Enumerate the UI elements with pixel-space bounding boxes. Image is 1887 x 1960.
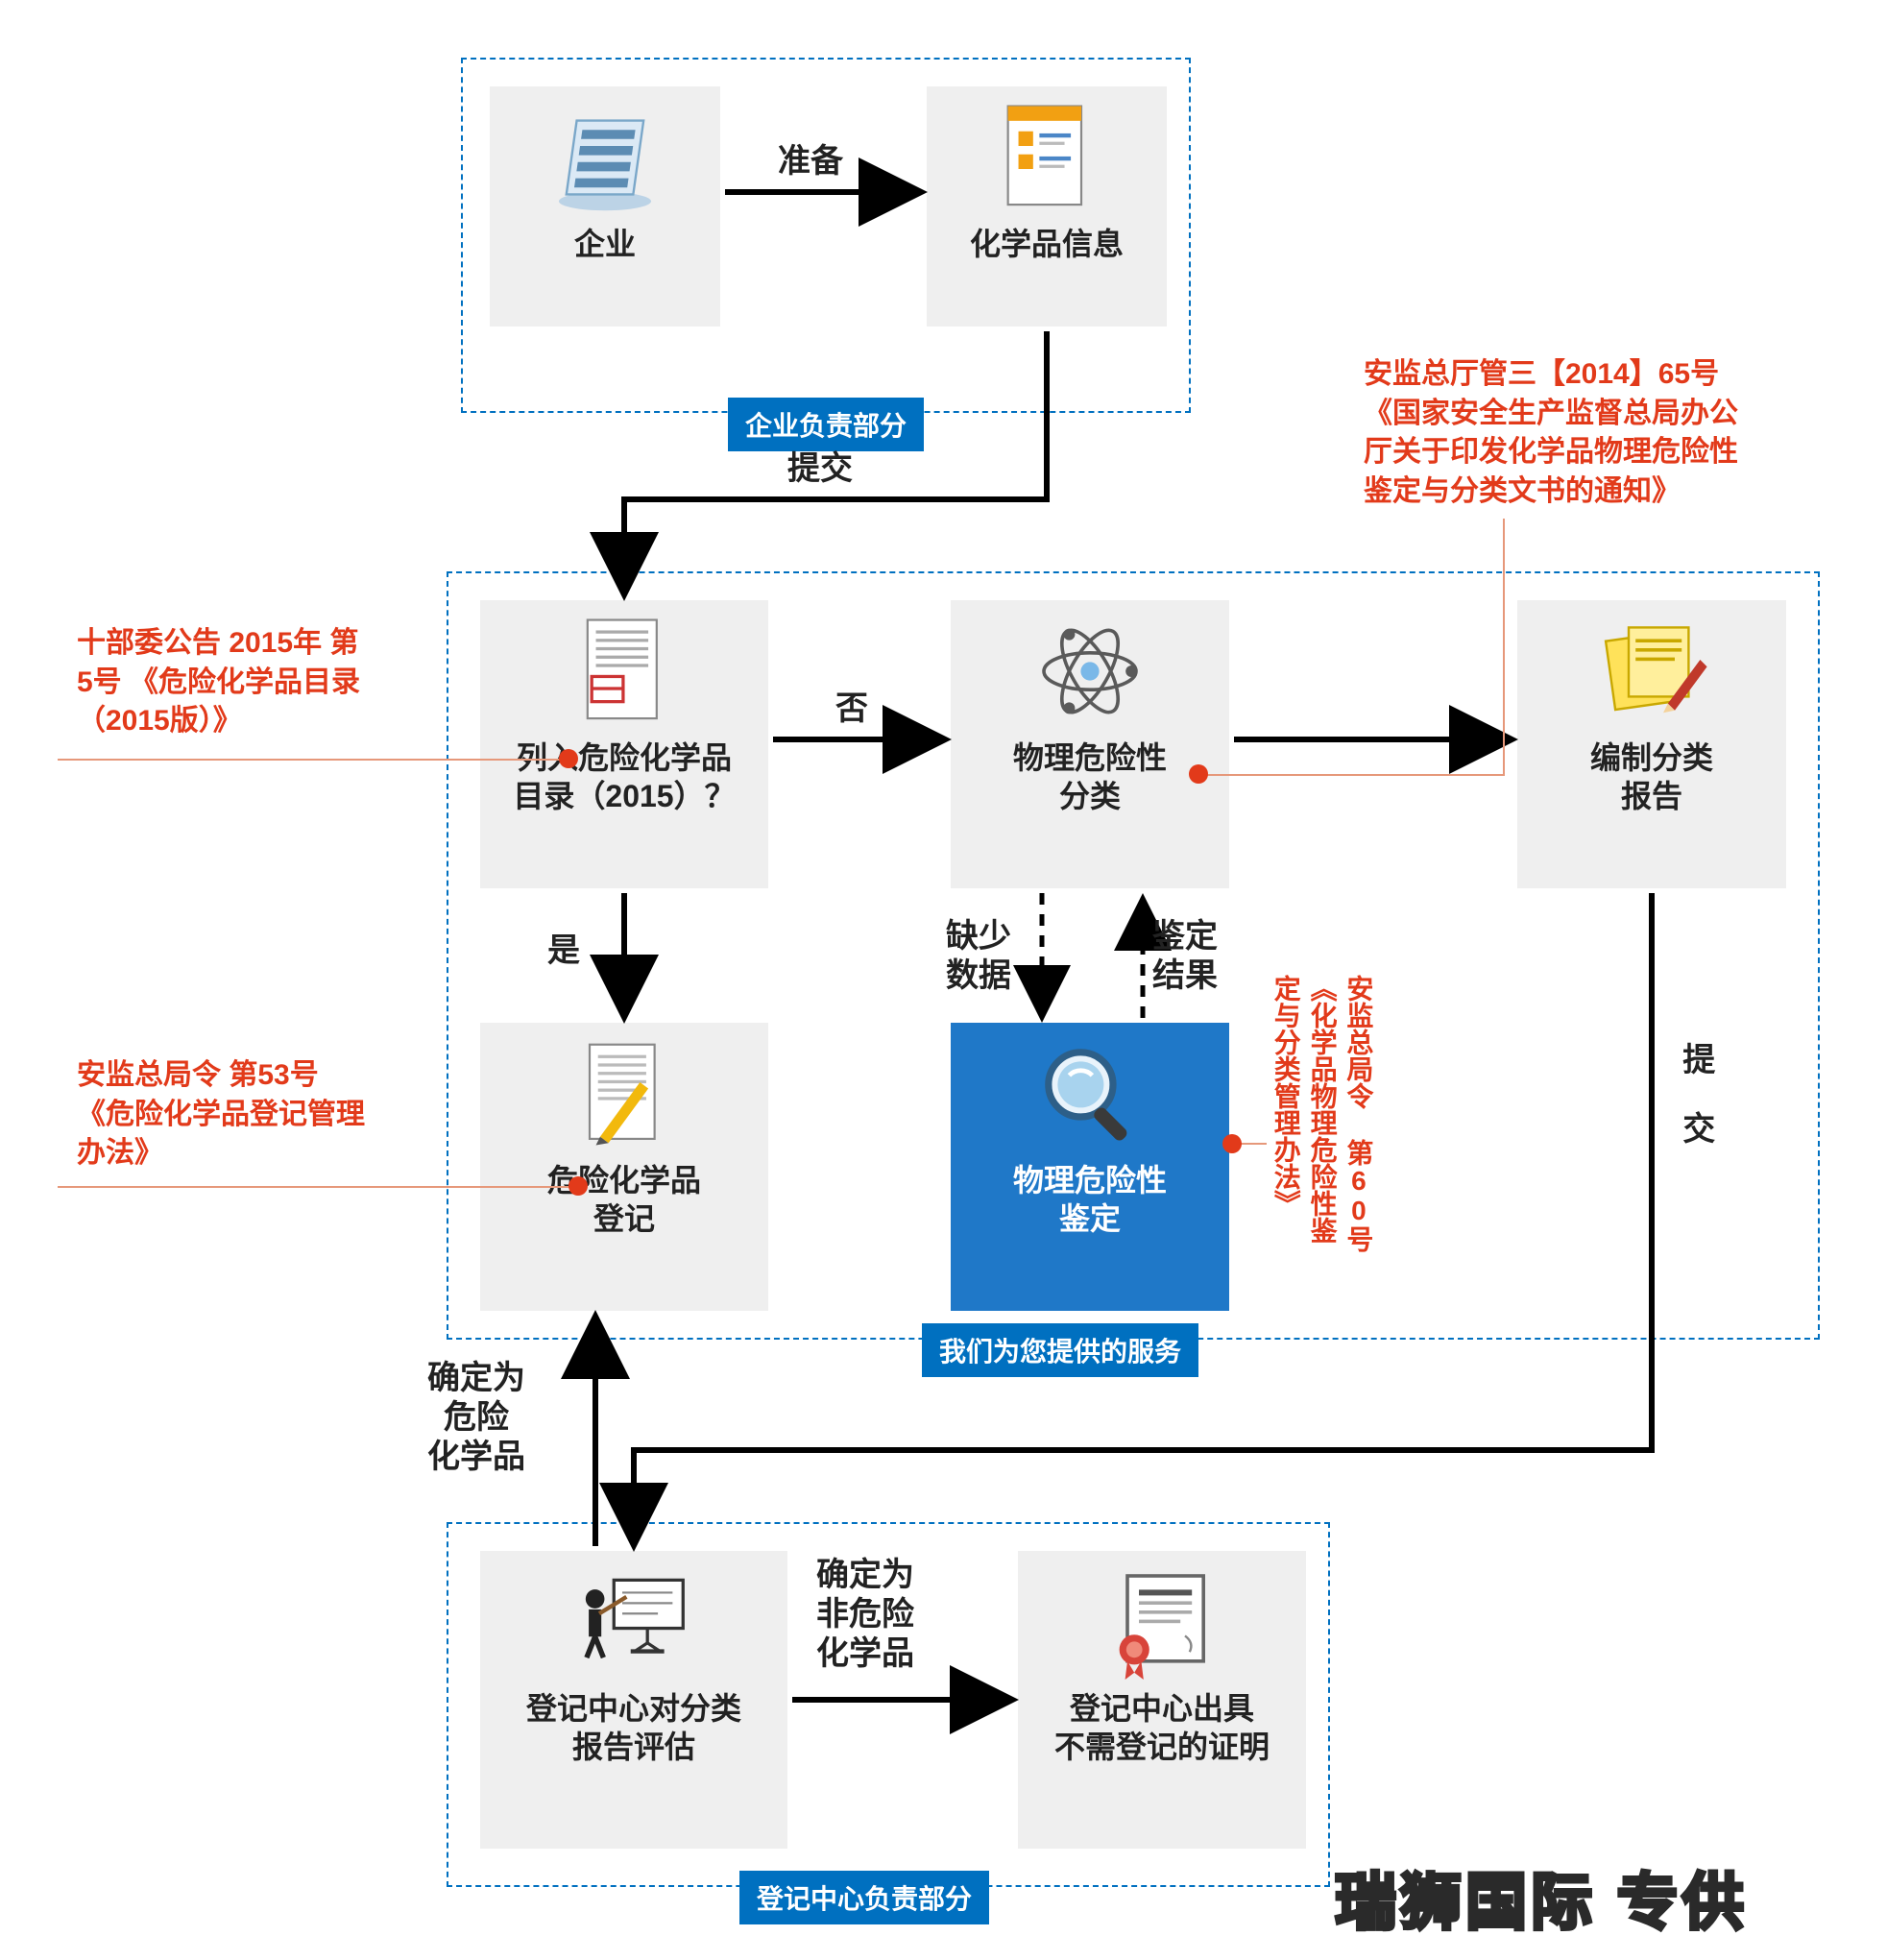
node-enterprise: 企业 [490, 86, 720, 327]
atom-icon [1032, 614, 1148, 729]
document-color-icon [989, 100, 1104, 215]
node-evaluation-label: 登记中心对分类 报告评估 [526, 1689, 741, 1766]
notes-pen-icon [1594, 614, 1709, 729]
annotation-a2-line [58, 1186, 576, 1188]
annotation-a3-line-h [1198, 774, 1504, 776]
section-top-label: 企业负责部分 [728, 398, 924, 451]
watermark: 瑞狮国际 专供 [1335, 1853, 1748, 1942]
node-phys-class: 物理危险性 分类 [951, 600, 1229, 888]
edge-result: 鉴定 结果 [1152, 917, 1218, 996]
document-pencil-icon [567, 1036, 682, 1151]
edge-prepare: 准备 [778, 142, 843, 181]
annotation-a1: 十部委公告 2015年 第 5号 《危险化学品目录 （2015版）》 [77, 624, 442, 741]
document-text-icon [567, 614, 682, 729]
certificate-icon [1104, 1564, 1220, 1680]
building-icon [547, 100, 663, 215]
annotation-a3: 安监总厅管三【2014】65号 《国家安全生产监督总局办公 厅关于印发化学品物理… [1364, 355, 1815, 511]
edge-nonhazard: 确定为 非危险 化学品 [816, 1556, 914, 1673]
annotation-a2-dot [569, 1176, 588, 1196]
presenter-icon [576, 1564, 691, 1680]
annotation-a3-dot [1189, 764, 1208, 784]
annotation-a4: 安监总局令 第60号 《化学品物理危险性鉴 定与分类管理办法》 [1268, 975, 1376, 1311]
edge-hazard: 确定为 危险 化学品 [427, 1359, 525, 1476]
node-certificate: 登记中心出具 不需登记的证明 [1018, 1551, 1306, 1849]
node-report-label: 编制分类 报告 [1590, 738, 1713, 815]
node-evaluation: 登记中心对分类 报告评估 [480, 1551, 787, 1849]
annotation-a1-dot [559, 749, 578, 768]
annotation-a1-line [58, 759, 567, 761]
section-middle-label: 我们为您提供的服务 [922, 1323, 1198, 1377]
magnifier-icon [1032, 1036, 1148, 1151]
edge-missing: 缺少 数据 [946, 917, 1011, 996]
edge-yes: 是 [547, 932, 580, 971]
node-phys-ident-label: 物理危险性 鉴定 [1013, 1161, 1167, 1238]
node-chem-info: 化学品信息 [927, 86, 1167, 327]
annotation-a3-line-v [1503, 519, 1505, 776]
node-enterprise-label: 企业 [574, 225, 636, 263]
node-phys-ident: 物理危险性 鉴定 [951, 1023, 1229, 1311]
annotation-a2: 安监总局令 第53号 《危险化学品登记管理 办法》 [77, 1056, 442, 1174]
node-phys-class-label: 物理危险性 分类 [1013, 738, 1167, 815]
node-registration: 危险化学品 登记 [480, 1023, 768, 1311]
annotation-a4-dot [1222, 1134, 1242, 1153]
node-chem-info-label: 化学品信息 [970, 225, 1124, 263]
node-catalog: 列入危险化学品 目录（2015）？ [480, 600, 768, 888]
edge-no: 否 [835, 690, 868, 729]
node-report: 编制分类 报告 [1517, 600, 1786, 888]
node-registration-label: 危险化学品 登记 [547, 1161, 701, 1238]
edge-submit1: 提交 [787, 449, 853, 489]
node-certificate-label: 登记中心出具 不需登记的证明 [1054, 1689, 1270, 1766]
edge-submit2: 提 交 [1676, 1042, 1715, 1144]
section-bottom-label: 登记中心负责部分 [739, 1871, 989, 1924]
node-catalog-label: 列入危险化学品 目录（2015）？ [513, 738, 735, 815]
